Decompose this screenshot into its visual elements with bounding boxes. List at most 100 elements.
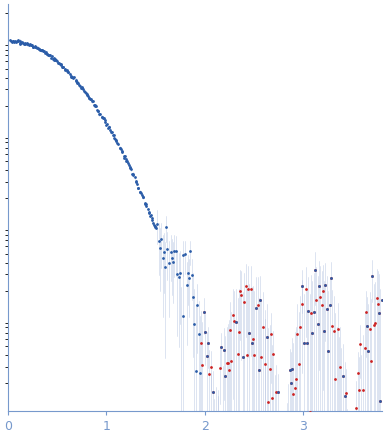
- Point: [38, 47, 44, 54]
- Point: [32, 43, 38, 50]
- Point: [164, 246, 171, 253]
- Point: [25, 41, 31, 48]
- Point: [17, 40, 23, 47]
- Point: [339, 413, 345, 420]
- Point: [246, 329, 252, 336]
- Point: [101, 115, 107, 122]
- Point: [127, 164, 133, 171]
- Point: [218, 343, 224, 350]
- Point: [222, 373, 229, 380]
- Point: [147, 212, 153, 219]
- Point: [287, 366, 293, 373]
- Point: [208, 363, 215, 370]
- Point: [372, 320, 378, 327]
- Point: [134, 180, 140, 187]
- Point: [322, 282, 328, 289]
- Point: [25, 42, 32, 49]
- Point: [154, 220, 160, 227]
- Point: [379, 297, 385, 304]
- Point: [213, 412, 219, 419]
- Point: [159, 255, 166, 262]
- Point: [221, 346, 227, 353]
- Point: [147, 212, 154, 219]
- Point: [257, 297, 263, 304]
- Point: [362, 345, 368, 352]
- Point: [75, 80, 81, 87]
- Point: [227, 366, 233, 373]
- Point: [74, 78, 80, 85]
- Point: [86, 94, 92, 101]
- Point: [230, 311, 237, 318]
- Point: [339, 413, 345, 420]
- Point: [213, 412, 219, 419]
- Point: [149, 215, 155, 222]
- Point: [163, 223, 169, 230]
- Point: [71, 74, 77, 81]
- Point: [316, 283, 322, 290]
- Point: [47, 52, 53, 59]
- Point: [356, 387, 362, 394]
- Point: [152, 225, 159, 232]
- Point: [30, 43, 36, 50]
- Point: [246, 329, 252, 336]
- Point: [268, 331, 274, 338]
- Point: [233, 319, 239, 326]
- Point: [111, 134, 117, 141]
- Point: [91, 101, 97, 108]
- Point: [312, 267, 318, 274]
- Point: [287, 366, 293, 373]
- Point: [180, 251, 186, 258]
- Point: [119, 148, 125, 155]
- Point: [304, 340, 310, 347]
- Point: [117, 145, 123, 152]
- Point: [138, 190, 144, 197]
- Point: [311, 309, 317, 316]
- Point: [124, 160, 130, 167]
- Point: [95, 108, 102, 115]
- Point: [376, 309, 382, 316]
- Point: [269, 394, 275, 401]
- Point: [62, 66, 68, 73]
- Point: [343, 389, 349, 396]
- Point: [117, 144, 123, 151]
- Point: [121, 155, 127, 162]
- Point: [301, 340, 307, 347]
- Point: [244, 351, 250, 358]
- Point: [24, 40, 30, 47]
- Point: [359, 386, 366, 393]
- Point: [28, 42, 34, 49]
- Point: [113, 137, 119, 144]
- Point: [257, 297, 263, 304]
- Point: [203, 353, 210, 360]
- Point: [39, 47, 46, 54]
- Point: [60, 64, 66, 71]
- Point: [90, 97, 96, 104]
- Point: [313, 296, 319, 303]
- Point: [342, 392, 348, 399]
- Point: [20, 39, 26, 46]
- Point: [233, 319, 239, 326]
- Point: [114, 139, 120, 146]
- Point: [184, 281, 190, 288]
- Point: [182, 250, 188, 257]
- Point: [225, 359, 231, 366]
- Point: [27, 41, 33, 48]
- Point: [142, 201, 148, 208]
- Point: [56, 59, 62, 66]
- Point: [69, 73, 75, 80]
- Point: [18, 39, 24, 46]
- Point: [64, 67, 70, 74]
- Point: [170, 258, 176, 265]
- Point: [70, 74, 76, 81]
- Point: [185, 269, 191, 276]
- Point: [374, 295, 380, 302]
- Point: [69, 73, 75, 80]
- Point: [102, 118, 108, 125]
- Point: [327, 302, 333, 309]
- Point: [151, 221, 157, 228]
- Point: [208, 410, 214, 417]
- Point: [229, 358, 235, 365]
- Point: [104, 121, 110, 128]
- Point: [317, 293, 323, 300]
- Point: [355, 370, 361, 377]
